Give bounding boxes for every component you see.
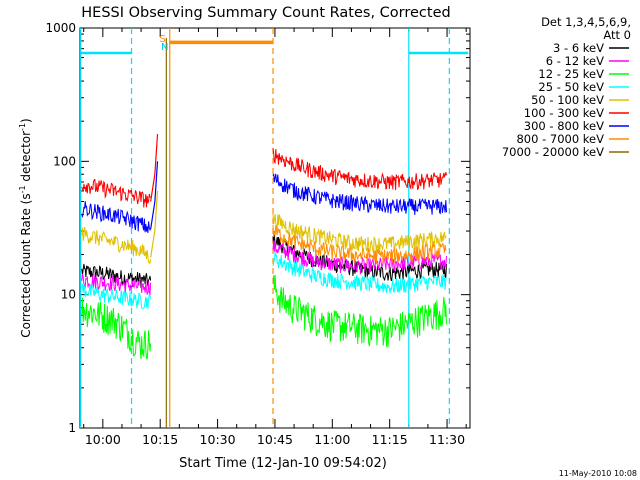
series-line-post-12-25keV — [272, 274, 447, 348]
legend-entry-label: 800 - 7000 keV — [516, 132, 604, 146]
s-marker-label: S — [159, 34, 165, 45]
series-line-pre-6-12keV — [81, 273, 152, 296]
flare-spike — [150, 161, 159, 230]
x-tick-label: 11:00 — [314, 432, 350, 447]
x-axis: 10:00 10:15 10:30 10:45 11:00 11:15 11:30 — [83, 28, 467, 447]
series-line-pre-3-6keV — [81, 263, 152, 288]
series-lines — [81, 134, 447, 360]
series-line-pre-50-100keV — [81, 226, 152, 265]
legend-entry-label: 7000 - 20000 keV — [502, 145, 604, 159]
x-tick-label: 10:00 — [85, 432, 121, 447]
legend-entry-label: 6 - 12 keV — [546, 54, 604, 68]
y-tick-label: 1 — [68, 421, 76, 435]
legend-entry-label: 300 - 800 keV — [524, 119, 604, 133]
x-tick-label: 11:15 — [372, 432, 408, 447]
series-line-pre-25-50keV — [81, 283, 152, 310]
series-line-pre-100-300keV — [81, 179, 151, 208]
series-line-post-800-7000keV — [272, 224, 447, 265]
legend-entry-label: 25 - 50 keV — [538, 80, 604, 94]
y-axis-label: Corrected Count Rate (s-1 detector-1) — [18, 118, 33, 337]
legend-header-attenuator: Att 0 — [603, 28, 631, 42]
x-tick-label: 10:30 — [200, 432, 236, 447]
y-tick-label: 1000 — [45, 21, 76, 35]
legend-header-detectors: Det 1,3,4,5,6,9, — [541, 15, 631, 29]
legend-entry-label: 100 - 300 keV — [524, 106, 604, 120]
x-axis-label: Start Time (12-Jan-10 09:54:02) — [179, 456, 387, 471]
series-line-post-300-800keV — [272, 173, 447, 216]
y-tick-label: 100 — [53, 154, 76, 168]
flare-spike — [150, 190, 159, 258]
x-tick-label: 10:15 — [142, 432, 178, 447]
legend-entry-label: 50 - 100 keV — [531, 93, 604, 107]
series-line-post-50-100keV — [272, 213, 447, 253]
x-tick-label: 11:30 — [429, 432, 465, 447]
flare-spike — [150, 134, 159, 202]
series-line-pre-12-25keV — [81, 297, 152, 360]
footer-timestamp: 11-May-2010 10:08 — [559, 469, 637, 478]
chart-title: HESSI Observing Summary Count Rates, Cor… — [81, 5, 450, 21]
legend-entry-label: 3 - 6 keV — [553, 41, 604, 55]
x-tick-label: 10:45 — [257, 432, 293, 447]
n-marker-label: N — [161, 42, 168, 53]
series-line-pre-300-800keV — [81, 201, 152, 233]
series-line-post-25-50keV — [272, 251, 447, 294]
saa-night-markers: SN — [80, 28, 469, 428]
y-axis: 1 10 100 1000 — [45, 21, 470, 435]
legend-entry-label: 12 - 25 keV — [538, 67, 604, 81]
series-line-post-100-300keV — [272, 148, 447, 191]
y-tick-label: 10 — [61, 288, 76, 302]
